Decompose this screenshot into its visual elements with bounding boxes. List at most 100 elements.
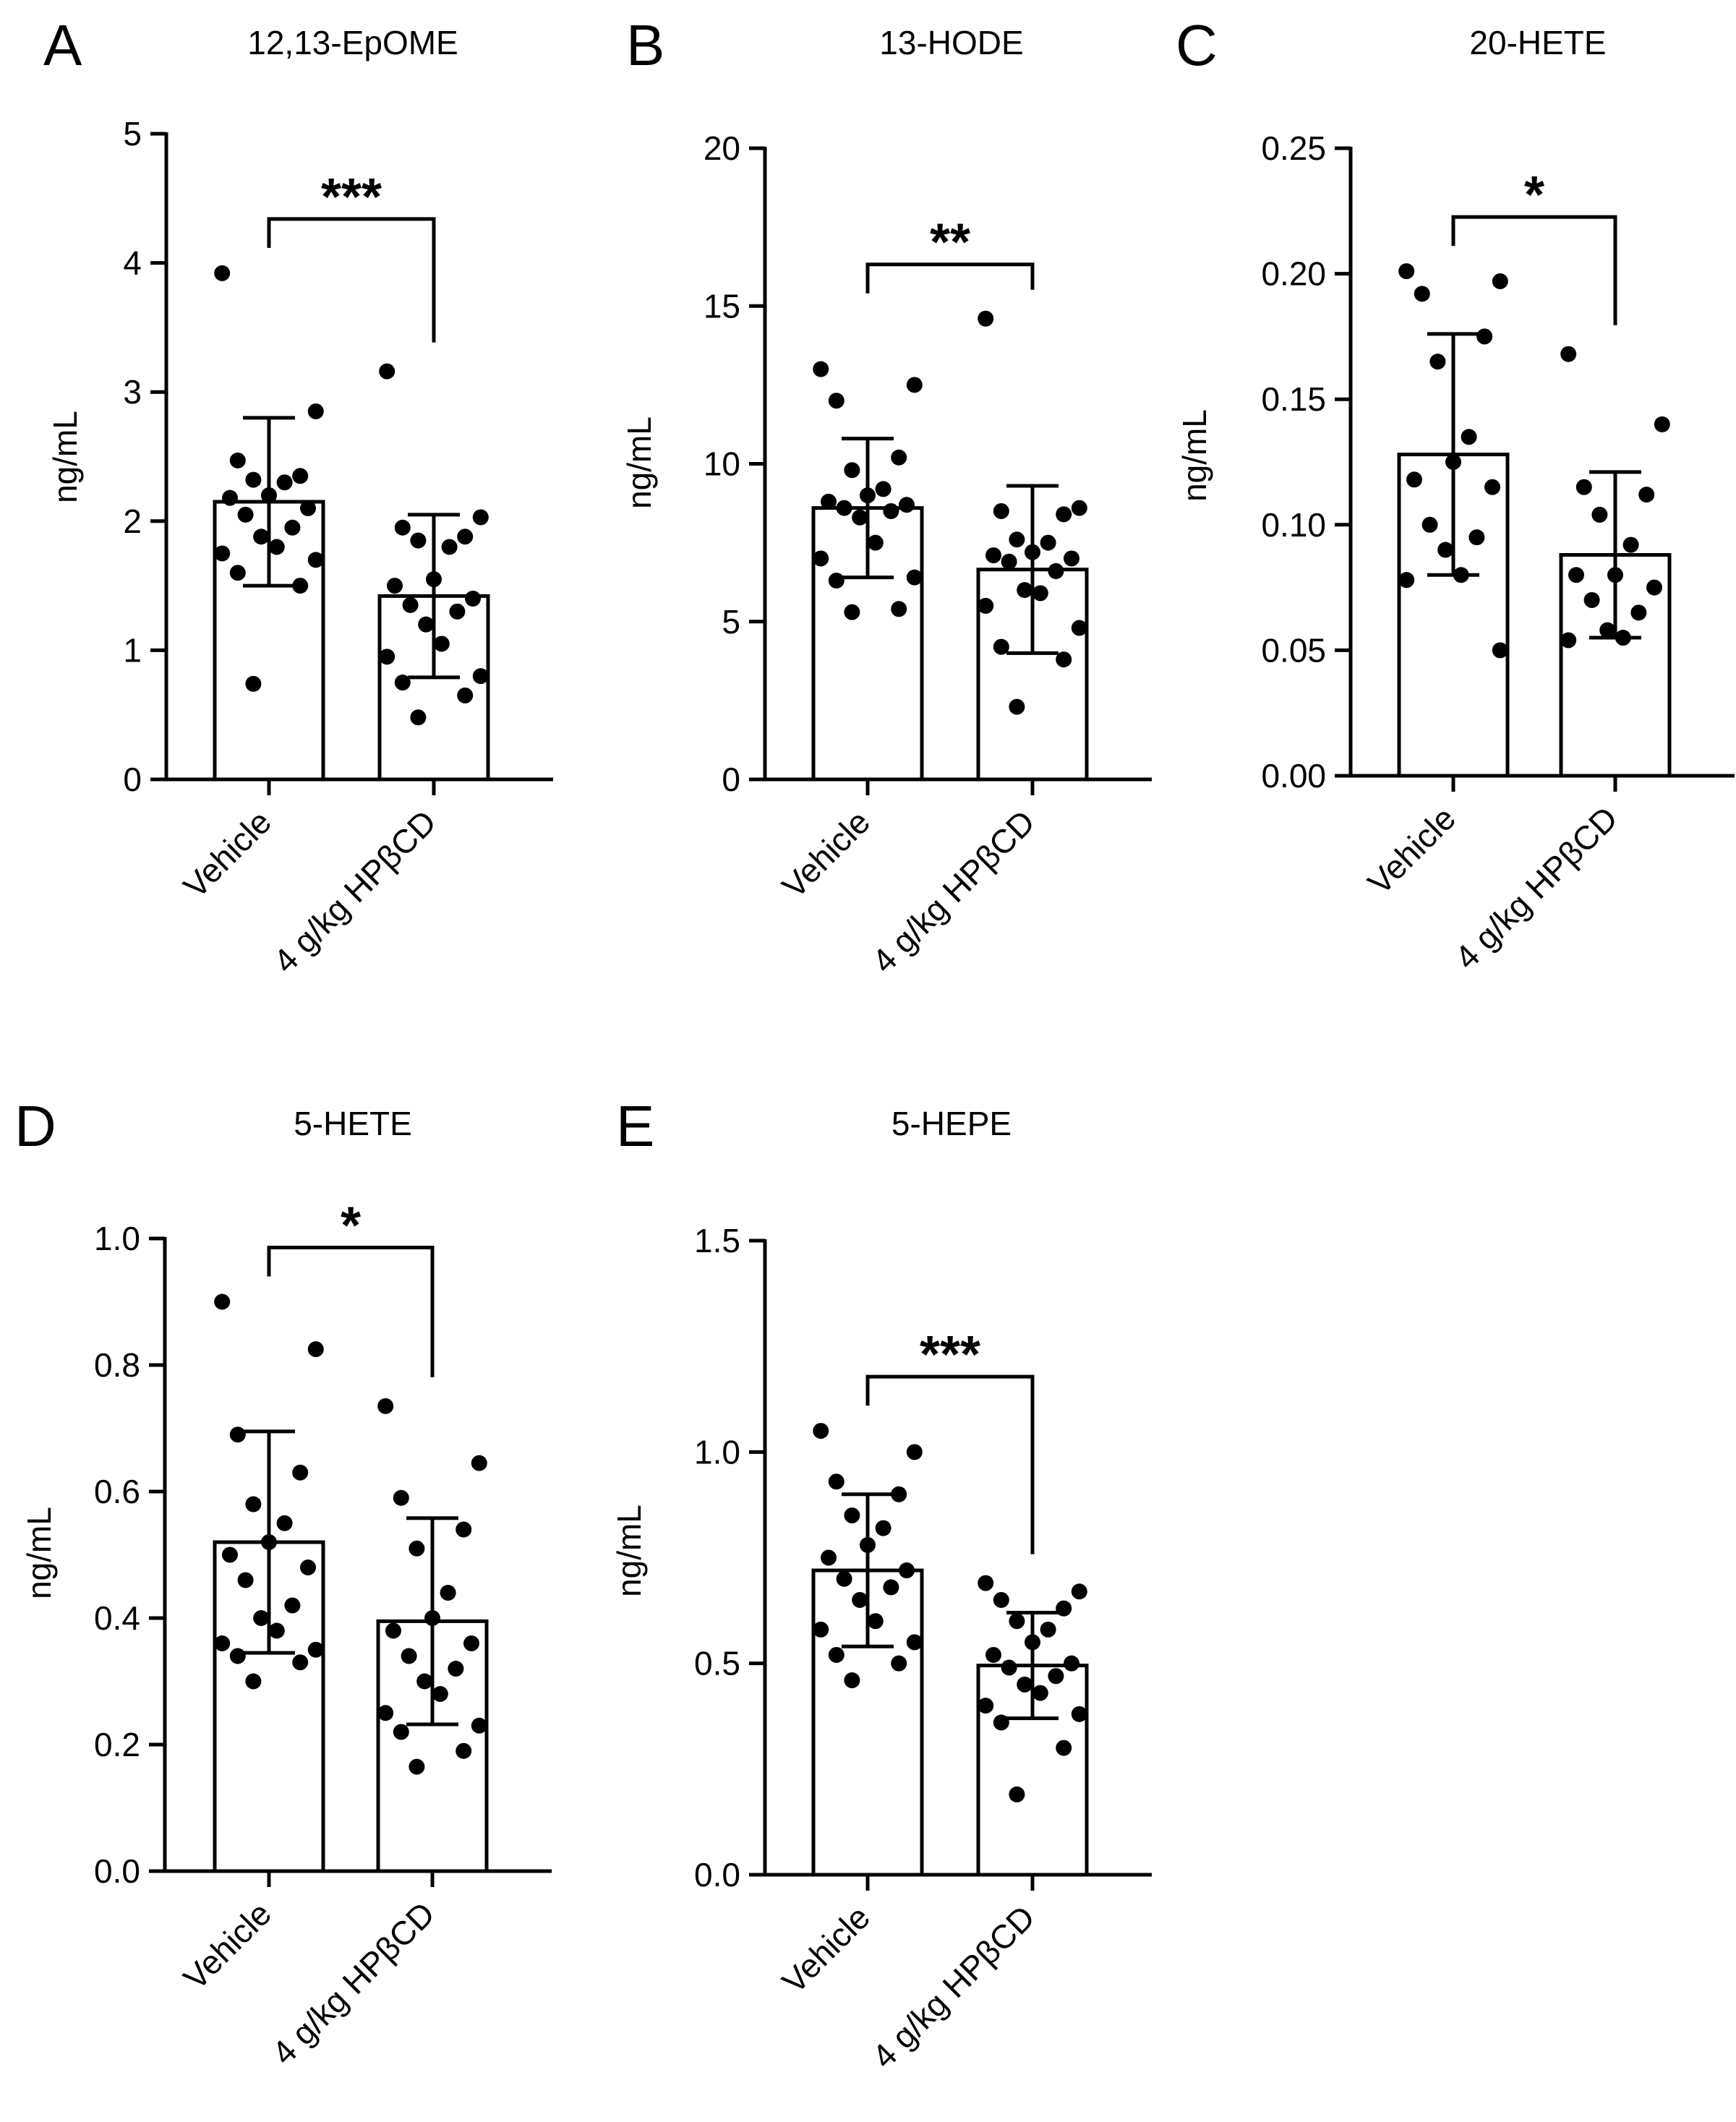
data-point: [1056, 1740, 1072, 1756]
x-tick-label-hpbcd: 4 g/kg HPβCD: [865, 1898, 1042, 2075]
chart-title: 20-HETE: [1469, 24, 1606, 61]
data-point: [1568, 567, 1584, 583]
y-axis-label: ng/mL: [620, 416, 658, 509]
data-point: [1622, 536, 1639, 553]
data-point: [1599, 622, 1616, 638]
data-point: [1437, 542, 1454, 558]
data-point: [214, 265, 231, 281]
data-point: [457, 687, 474, 703]
data-point: [978, 1575, 994, 1591]
data-point: [300, 500, 316, 516]
data-point: [409, 1758, 425, 1775]
data-point: [844, 1672, 860, 1689]
y-tick-label: 5: [722, 603, 740, 641]
data-point: [471, 1455, 487, 1471]
data-point: [1017, 582, 1033, 599]
data-point: [891, 449, 907, 466]
plot-area: 0.0 0.5 1.0 1.5 ***: [694, 1222, 1152, 1894]
significance-label: *: [1524, 166, 1544, 224]
y-tick-label: 3: [123, 373, 142, 411]
data-point: [1560, 632, 1577, 649]
data-point: [985, 547, 1001, 564]
y-tick-label: 0.2: [94, 1726, 140, 1763]
data-point: [1414, 286, 1430, 302]
y-tick-label: 20: [704, 129, 740, 167]
data-point: [828, 1473, 845, 1490]
data-point: [1071, 620, 1087, 636]
data-point: [307, 1641, 324, 1658]
data-point: [844, 462, 860, 479]
data-point: [867, 1613, 884, 1630]
data-point: [813, 1423, 829, 1439]
data-point: [978, 597, 994, 614]
data-point: [472, 668, 489, 685]
data-point: [245, 675, 262, 692]
data-point: [432, 1686, 448, 1702]
panel-d: D 5-HETE ng/mL 0.0 0.2 0.4 0.6 0.8 1.0 * Vehic…: [14, 1094, 552, 2072]
data-point: [1461, 429, 1477, 445]
data-point: [1421, 516, 1438, 533]
data-point: [222, 1546, 238, 1563]
data-point: [1009, 698, 1025, 715]
y-tick-label: 0.8: [94, 1346, 140, 1384]
chart-title: 5-HETE: [294, 1105, 412, 1142]
data-point: [813, 1621, 829, 1638]
data-point: [300, 1560, 316, 1575]
y-axis-label: ng/mL: [20, 1507, 58, 1599]
y-tick-label: 0.05: [1261, 631, 1326, 669]
data-point: [237, 1572, 254, 1588]
data-point: [813, 361, 829, 377]
panel-label: C: [1176, 13, 1218, 77]
data-point: [268, 539, 285, 555]
data-point: [457, 529, 474, 545]
data-point: [821, 493, 837, 510]
data-point: [418, 616, 435, 633]
data-point: [1009, 1786, 1025, 1802]
data-point: [852, 509, 868, 526]
data-point: [985, 1646, 1001, 1663]
data-point: [1064, 1655, 1079, 1672]
data-point: [377, 1398, 394, 1414]
x-tick-label-vehicle: Vehicle: [176, 1894, 278, 1997]
significance-bracket: [865, 1374, 1035, 1554]
y-tick-label: 0.6: [94, 1473, 140, 1510]
y-tick-label: 0.25: [1261, 129, 1326, 167]
data-point: [229, 1648, 246, 1664]
y-tick-label: 4: [123, 244, 142, 282]
data-point: [1398, 572, 1415, 589]
data-point: [1638, 487, 1655, 503]
data-point: [222, 489, 238, 506]
data-point: [1056, 506, 1072, 523]
data-point: [993, 1591, 1009, 1608]
data-point: [1017, 1676, 1033, 1693]
x-tick-label-vehicle: Vehicle: [774, 803, 877, 905]
y-tick-label: 10: [704, 445, 740, 483]
chart-title: 12,13-EpOME: [247, 24, 458, 61]
chart-title: 13-HODE: [879, 24, 1023, 61]
data-point: [276, 1515, 293, 1531]
data-point: [906, 1444, 923, 1460]
y-tick-label: 0.5: [694, 1645, 740, 1682]
data-point: [401, 1648, 417, 1664]
data-point: [449, 603, 466, 620]
data-point: [1040, 534, 1056, 551]
data-point: [1484, 479, 1500, 495]
data-point: [1560, 346, 1577, 362]
plot-area: 0 1 2 3 4 5 ***: [123, 115, 553, 798]
data-point: [292, 578, 309, 594]
data-point: [402, 596, 419, 613]
data-point: [379, 649, 395, 665]
data-point: [899, 497, 915, 513]
significance-label: ***: [321, 168, 382, 226]
data-point: [813, 550, 829, 567]
y-tick-label: 0.0: [694, 1856, 740, 1894]
data-point: [993, 638, 1009, 655]
data-point: [463, 1635, 479, 1651]
data-point: [1575, 479, 1592, 495]
significance-bracket: [865, 262, 1035, 294]
x-tick-label-hpbcd: 4 g/kg HPβCD: [1448, 799, 1625, 976]
data-point: [471, 1717, 487, 1734]
significance-label: **: [930, 214, 970, 272]
data-point: [253, 1610, 270, 1626]
data-point: [993, 1714, 1009, 1731]
